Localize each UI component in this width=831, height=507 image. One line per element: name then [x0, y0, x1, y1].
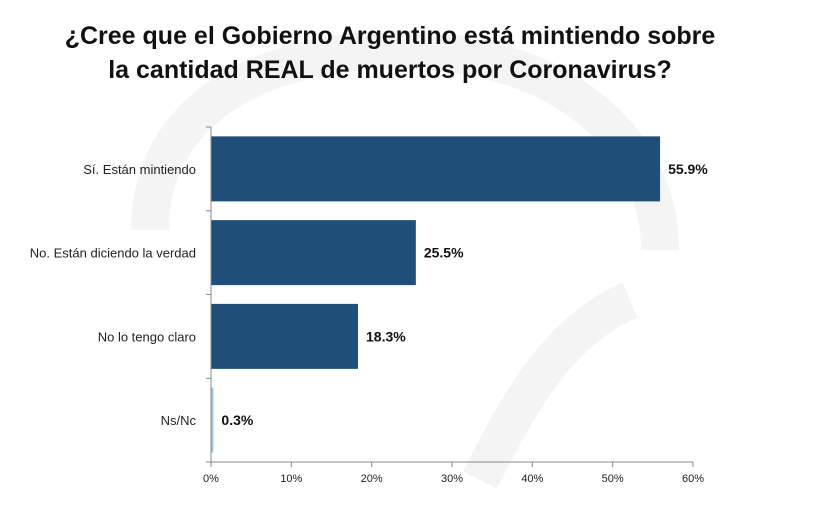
x-tick-label-6: 60%: [682, 473, 704, 485]
value-label-3: 0.3%: [221, 412, 253, 428]
value-label-1: 25.5%: [424, 245, 464, 261]
value-label-0: 55.9%: [668, 161, 708, 177]
category-label-1: No. Están diciendo la verdad: [30, 246, 196, 261]
x-tick-label-1: 10%: [280, 473, 302, 485]
chart-title-line-2: la cantidad REAL de muertos por Coronavi…: [108, 56, 672, 84]
bar-0: [211, 136, 661, 202]
x-tick-label-5: 50%: [602, 473, 624, 485]
category-label-3: Ns/Nc: [161, 413, 197, 428]
bar-1: [211, 220, 416, 286]
bar-2: [211, 303, 359, 369]
chart-title-line-1: ¿Cree que el Gobierno Argentino está min…: [64, 22, 716, 50]
x-tick-label-4: 40%: [521, 473, 543, 485]
value-label-2: 18.3%: [366, 328, 406, 344]
x-tick-label-0: 0%: [203, 473, 219, 485]
category-label-2: No lo tengo claro: [98, 329, 196, 344]
category-label-0: Sí. Están mintiendo: [83, 162, 196, 177]
x-tick-label-3: 30%: [441, 473, 463, 485]
bar-3: [211, 387, 214, 453]
x-tick-label-2: 20%: [361, 473, 383, 485]
